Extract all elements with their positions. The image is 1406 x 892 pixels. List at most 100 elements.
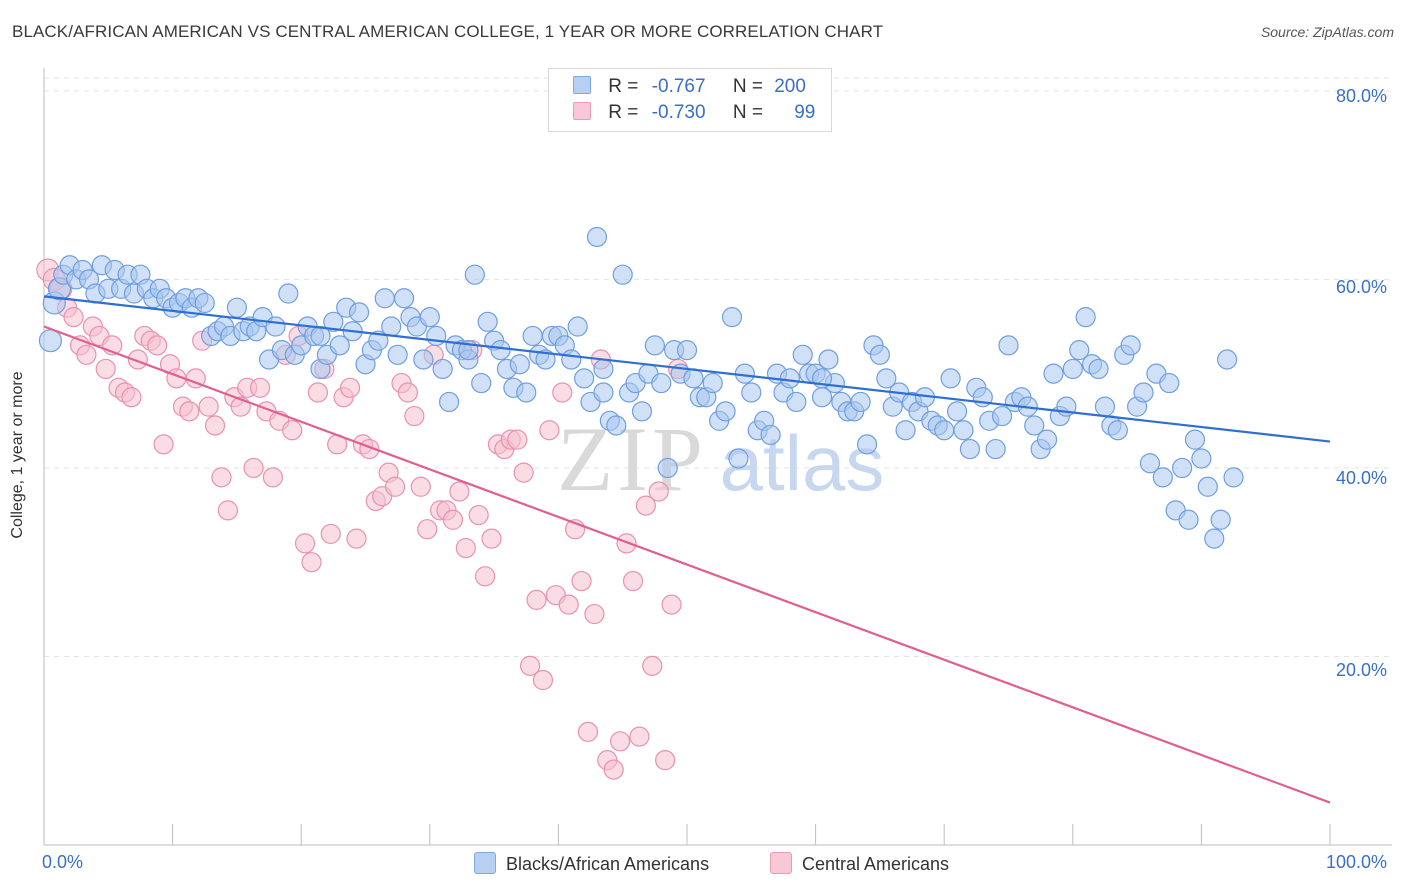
trendlines xyxy=(43,295,1331,804)
central-americans-point xyxy=(301,552,322,573)
r-label: R = xyxy=(608,76,639,97)
black-african-americans-point xyxy=(1139,453,1161,474)
black-african-americans-point xyxy=(953,420,974,441)
black-african-americans-point xyxy=(1210,509,1231,530)
black-african-americans-point xyxy=(644,335,665,356)
black-african-americans-point xyxy=(1088,358,1109,380)
central-americans-point xyxy=(204,415,226,436)
x-tick-label: 100.0% xyxy=(1326,852,1388,872)
central-americans-point xyxy=(320,523,341,545)
stats-legend-row-pink: R = -0.730 N = 99 xyxy=(573,102,815,126)
black-african-americans-point xyxy=(934,420,955,441)
black-african-americans-point xyxy=(509,354,530,375)
central-americans-point xyxy=(217,500,238,521)
central-americans-point xyxy=(661,594,682,615)
central-americans-point xyxy=(307,382,329,403)
black-african-americans-point xyxy=(535,349,556,370)
black-african-americans-point xyxy=(1120,335,1141,356)
black-african-americans-point xyxy=(702,372,723,394)
black-african-americans-point xyxy=(1184,429,1206,450)
black-african-americans-point xyxy=(265,316,286,337)
black-african-americans-point xyxy=(1062,358,1083,380)
black-african-americans-point xyxy=(895,420,916,441)
black-african-americans-point xyxy=(593,382,614,403)
central-americans-point xyxy=(127,349,148,370)
central-americans-point xyxy=(121,387,142,408)
central-americans-point xyxy=(584,603,605,625)
black-african-americans-point xyxy=(1036,429,1058,450)
central-americans-point xyxy=(449,481,470,502)
black-african-americans-point xyxy=(998,335,1019,356)
black-african-americans-point xyxy=(741,382,762,403)
n-label: N = xyxy=(732,102,763,123)
black-african-americans-point xyxy=(490,339,511,361)
legend-swatch-pink xyxy=(770,852,792,874)
n-value: 99 xyxy=(794,102,816,123)
chart-title: BLACK/AFRICAN AMERICAN VS CENTRAL AMERIC… xyxy=(12,22,884,41)
central-americans-point xyxy=(507,429,528,450)
black-african-americans-point xyxy=(426,325,447,347)
black-african-americans-point xyxy=(381,316,402,337)
x-tick-label: 0.0% xyxy=(42,852,84,872)
black-african-americans-point xyxy=(438,391,460,413)
central-americans-point xyxy=(339,377,361,398)
black-african-americans-point xyxy=(779,368,800,389)
central-americans-points xyxy=(36,258,689,780)
central-americans-point xyxy=(577,721,599,742)
black-african-americans-point xyxy=(631,401,653,422)
black-african-americans-point xyxy=(1133,382,1154,403)
central-americans-point xyxy=(404,405,425,427)
black-african-americans-point xyxy=(1172,457,1193,479)
black-african-americans-point xyxy=(348,302,370,323)
central-americans-point xyxy=(552,382,573,403)
black-african-americans-point xyxy=(721,306,743,328)
black-african-americans-point xyxy=(226,297,247,318)
black-african-americans-point xyxy=(1204,528,1225,549)
black-african-americans-point xyxy=(869,344,891,365)
central-americans-point xyxy=(397,382,419,403)
black-african-americans-point xyxy=(728,448,749,469)
black-african-americans-point xyxy=(1217,349,1238,370)
central-americans-point xyxy=(346,528,367,549)
chart-source: Source: ZipAtlas.com xyxy=(1260,24,1394,40)
legend-label: Blacks/African Americans xyxy=(506,854,710,874)
y-tick-label: 60.0% xyxy=(1336,277,1388,297)
watermark-zip: ZIP xyxy=(557,408,707,510)
central-americans-point xyxy=(294,533,316,554)
central-americans-point xyxy=(539,420,560,441)
black-african-americans-point xyxy=(991,405,1013,427)
central-americans-point xyxy=(211,467,232,488)
central-americans-point xyxy=(648,481,669,502)
black-african-americans-point xyxy=(946,401,968,422)
black-african-americans-point xyxy=(413,349,434,370)
black-african-americans-point xyxy=(323,311,344,332)
black-african-americans-point xyxy=(1159,372,1180,394)
legend-item-blacks: Blacks/African Americans xyxy=(474,852,709,875)
central-americans-point xyxy=(384,476,406,497)
black-african-americans-point xyxy=(1178,509,1199,530)
black-african-americans-point xyxy=(606,415,627,436)
black-african-americans-point xyxy=(522,325,543,347)
central-americans-point xyxy=(532,669,554,691)
central-americans-point xyxy=(198,396,219,417)
r-value: -0.730 xyxy=(651,102,706,123)
central-americans-point xyxy=(442,509,464,530)
black-african-americans-point xyxy=(612,264,633,285)
central-americans-point xyxy=(558,594,579,615)
legend-item-central-americans: Central Americans xyxy=(770,852,949,875)
black-african-americans-point xyxy=(477,311,498,332)
black-african-americans-point xyxy=(310,325,331,347)
black-african-americans-point xyxy=(432,358,453,380)
black-african-americans-point xyxy=(1069,339,1090,361)
black-african-americans-point xyxy=(657,457,678,479)
central-americans-point xyxy=(629,726,650,747)
black-african-americans-point xyxy=(38,329,63,353)
central-americans-point xyxy=(147,335,168,356)
central-americans-point xyxy=(417,519,438,540)
black-african-americans-point xyxy=(387,344,408,365)
central-americans-point xyxy=(603,759,624,780)
r-value: -0.767 xyxy=(651,76,706,97)
blue-swatch xyxy=(573,76,591,94)
central-americans-point xyxy=(76,344,97,365)
